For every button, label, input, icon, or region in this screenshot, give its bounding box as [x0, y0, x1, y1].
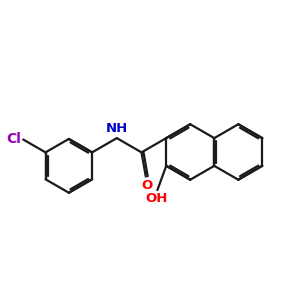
Text: OH: OH [146, 192, 168, 205]
Text: Cl: Cl [6, 133, 21, 146]
Text: NH: NH [106, 122, 128, 135]
Text: O: O [141, 178, 152, 192]
